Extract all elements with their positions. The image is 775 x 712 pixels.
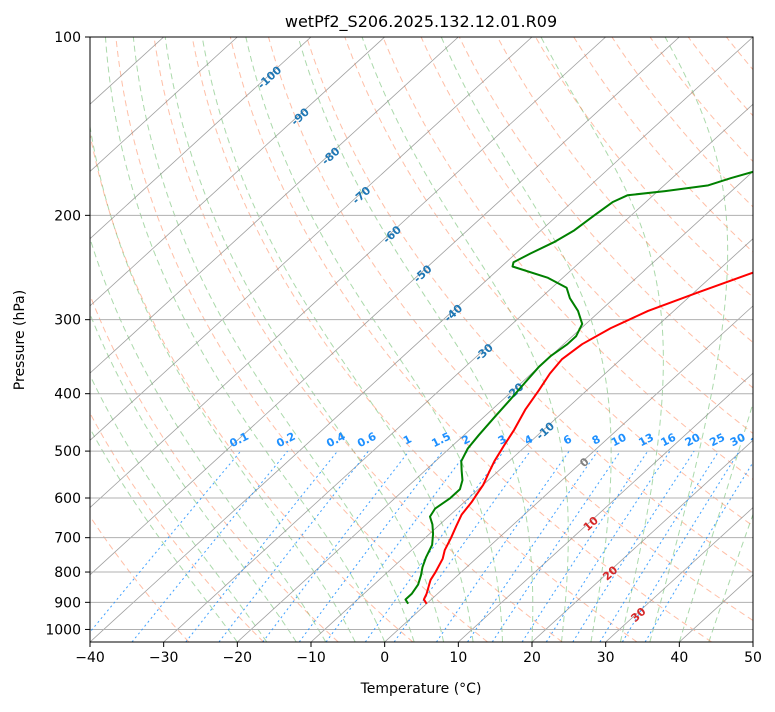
y-tick-label: 300 — [54, 313, 81, 329]
y-axis-label: Pressure (hPa) — [12, 290, 28, 390]
x-tick-label: 40 — [670, 650, 688, 666]
x-tick-label: −20 — [223, 650, 253, 666]
x-tick-label: −30 — [149, 650, 179, 666]
x-tick-label: 20 — [523, 650, 541, 666]
x-tick-label: 10 — [449, 650, 467, 666]
y-tick-label: 700 — [54, 531, 81, 547]
x-tick-label: −10 — [296, 650, 326, 666]
x-tick-label: 0 — [380, 650, 389, 666]
x-tick-label: −40 — [75, 650, 105, 666]
y-tick-label: 800 — [54, 565, 81, 581]
y-tick-label: 100 — [54, 30, 81, 46]
x-tick-label: 30 — [597, 650, 615, 666]
y-tick-label: 600 — [54, 491, 81, 507]
chart-title: wetPf2_S206.2025.132.12.01.R09 — [285, 12, 557, 32]
x-axis-label: Temperature (°C) — [360, 681, 482, 697]
y-tick-label: 1000 — [45, 622, 81, 638]
y-tick-label: 200 — [54, 208, 81, 224]
y-tick-label: 400 — [54, 387, 81, 403]
x-tick-label: 50 — [744, 650, 762, 666]
y-tick-label: 500 — [54, 444, 81, 460]
y-tick-label: 900 — [54, 595, 81, 611]
